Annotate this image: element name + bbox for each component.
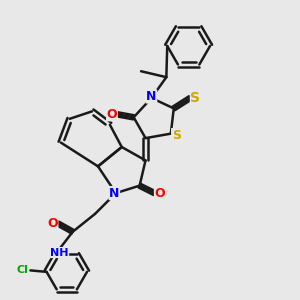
Text: N: N: [109, 187, 119, 200]
Text: NH: NH: [50, 248, 69, 257]
Text: Cl: Cl: [17, 266, 29, 275]
Text: O: O: [154, 187, 165, 200]
Text: S: S: [190, 91, 200, 105]
Text: O: O: [106, 108, 117, 121]
Text: O: O: [47, 217, 58, 230]
Text: N: N: [146, 90, 157, 103]
Text: S: S: [172, 129, 181, 142]
